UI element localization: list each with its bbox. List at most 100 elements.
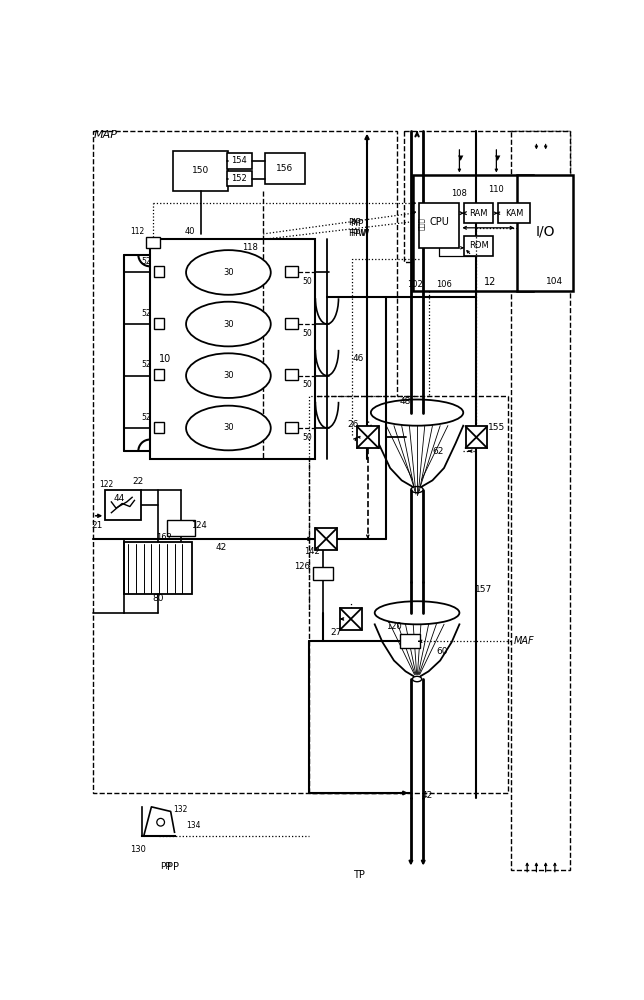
Circle shape <box>156 818 164 826</box>
Text: 控制器: 控制器 <box>419 218 425 230</box>
Bar <box>105 490 140 520</box>
Text: 108: 108 <box>451 189 468 198</box>
Text: PIP: PIP <box>350 219 363 228</box>
Bar <box>124 542 192 594</box>
Text: 124: 124 <box>191 521 207 530</box>
Ellipse shape <box>371 400 463 426</box>
Text: 134: 134 <box>185 821 200 830</box>
Bar <box>146 237 160 248</box>
Ellipse shape <box>186 302 270 346</box>
Text: 126: 126 <box>294 562 310 571</box>
Text: MAF: MAF <box>513 636 534 646</box>
Bar <box>413 175 533 291</box>
Text: 22: 22 <box>132 477 143 486</box>
Text: 42: 42 <box>215 543 226 552</box>
Text: 26: 26 <box>348 420 359 429</box>
Text: 52: 52 <box>141 257 151 266</box>
Bar <box>517 175 573 291</box>
Text: 50: 50 <box>302 433 312 442</box>
Bar <box>313 567 333 580</box>
Text: 48: 48 <box>400 397 412 406</box>
Text: 30: 30 <box>223 268 234 277</box>
Text: 60: 60 <box>437 647 448 656</box>
Text: 112: 112 <box>131 227 145 236</box>
Text: 150: 150 <box>192 166 209 175</box>
Ellipse shape <box>186 353 270 398</box>
Bar <box>167 520 194 536</box>
Text: 44: 44 <box>113 494 125 503</box>
Text: 52: 52 <box>141 413 151 422</box>
Bar <box>285 266 298 277</box>
Text: RAM: RAM <box>469 209 488 218</box>
Text: 130: 130 <box>129 845 146 854</box>
Bar <box>419 203 459 248</box>
Ellipse shape <box>186 250 270 295</box>
Text: 162: 162 <box>156 533 172 542</box>
Text: 154: 154 <box>231 156 247 165</box>
Bar <box>154 369 164 380</box>
Bar <box>466 426 487 448</box>
Bar <box>400 634 420 648</box>
Ellipse shape <box>186 406 270 450</box>
Text: 46: 46 <box>352 354 363 363</box>
Text: 102: 102 <box>407 280 422 289</box>
Text: 80: 80 <box>153 594 164 603</box>
Text: FPW: FPW <box>350 229 370 238</box>
Bar <box>357 426 379 448</box>
Text: TP: TP <box>353 870 365 880</box>
Text: 40: 40 <box>185 227 195 236</box>
Text: 132: 132 <box>173 805 188 814</box>
Text: 52: 52 <box>141 309 151 318</box>
Text: 142: 142 <box>304 547 319 556</box>
Bar <box>227 153 252 169</box>
Bar <box>316 528 337 550</box>
Text: 27: 27 <box>330 628 342 637</box>
Text: 30: 30 <box>223 371 234 380</box>
Text: PP: PP <box>167 862 179 872</box>
Text: 120: 120 <box>386 622 402 631</box>
Bar <box>227 171 252 186</box>
Text: 156: 156 <box>276 164 293 173</box>
Bar <box>511 131 569 870</box>
Bar <box>285 318 298 329</box>
Text: 21: 21 <box>92 521 103 530</box>
Bar <box>154 266 164 277</box>
Text: 10: 10 <box>159 354 171 364</box>
Ellipse shape <box>412 676 422 682</box>
Text: 50: 50 <box>302 380 312 389</box>
Text: 157: 157 <box>475 585 493 594</box>
Ellipse shape <box>375 601 459 624</box>
Text: CPU: CPU <box>430 217 450 227</box>
Text: 52: 52 <box>141 360 151 369</box>
Text: 30: 30 <box>223 424 234 432</box>
Text: 106: 106 <box>436 280 452 289</box>
Text: KAM: KAM <box>505 209 524 218</box>
Bar <box>464 203 493 223</box>
Bar <box>265 153 305 184</box>
Text: MAP: MAP <box>93 130 118 140</box>
Bar <box>154 318 164 329</box>
Bar <box>498 203 530 223</box>
Text: ▼: ▼ <box>495 155 500 161</box>
Bar <box>309 396 508 793</box>
Text: 42: 42 <box>421 791 433 800</box>
Bar <box>404 131 569 262</box>
Bar <box>150 239 316 459</box>
Bar <box>154 422 164 433</box>
Text: ROM: ROM <box>469 241 489 250</box>
Text: PP: PP <box>160 862 171 871</box>
Text: PIP: PIP <box>348 218 361 227</box>
Text: 12: 12 <box>484 277 497 287</box>
Text: 62: 62 <box>432 447 444 456</box>
Text: 30: 30 <box>223 320 234 329</box>
Bar <box>340 608 362 630</box>
Bar <box>285 369 298 380</box>
Bar <box>173 151 229 191</box>
Text: FPW: FPW <box>348 229 366 238</box>
Bar <box>93 131 397 793</box>
Text: 50: 50 <box>302 329 312 338</box>
Bar <box>464 235 493 256</box>
Text: 104: 104 <box>546 277 564 286</box>
Text: 110: 110 <box>489 185 504 194</box>
Bar <box>285 422 298 433</box>
